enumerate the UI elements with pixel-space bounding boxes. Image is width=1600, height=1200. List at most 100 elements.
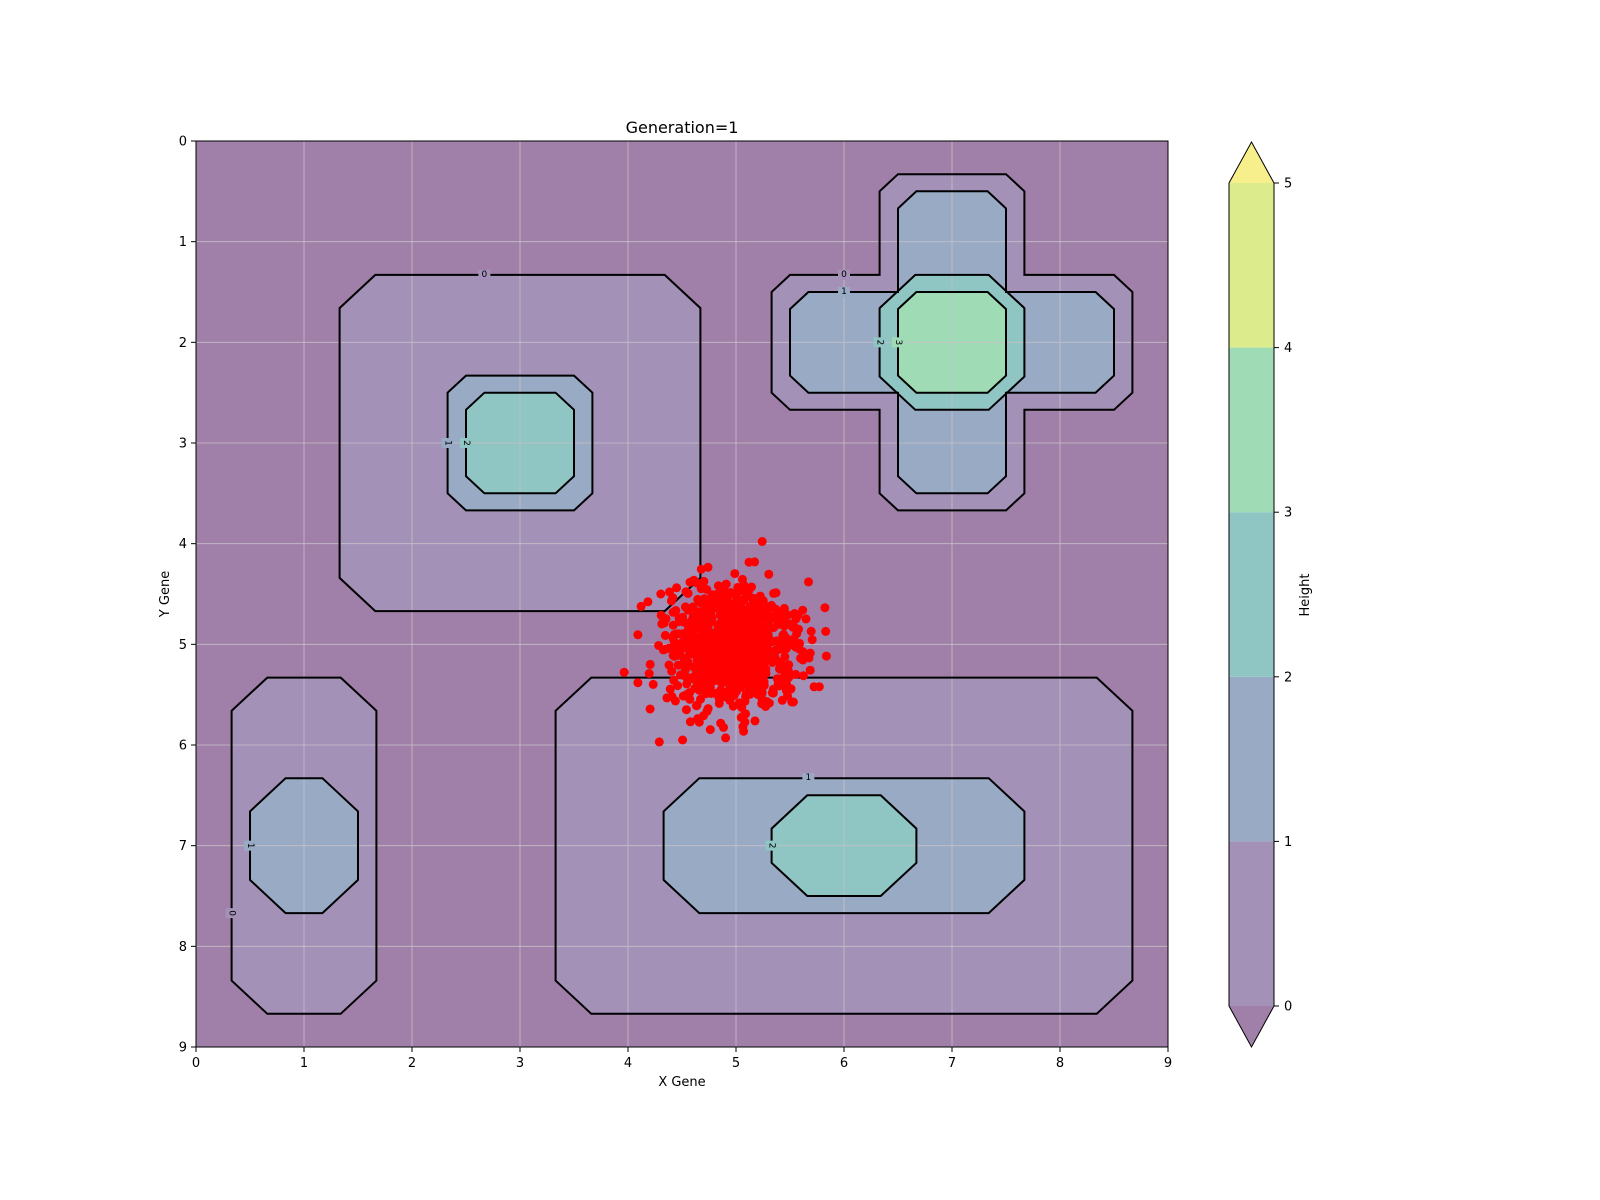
population-point — [746, 686, 756, 696]
population-point — [798, 647, 808, 657]
population-point — [807, 635, 817, 645]
contour-label-square-0: 0 — [481, 270, 487, 280]
population-point — [743, 587, 753, 597]
population-point — [792, 629, 802, 639]
population-point — [716, 642, 726, 652]
population-point — [696, 564, 706, 574]
x-tick-label: 4 — [624, 1056, 632, 1071]
contour-label-cross-2: 2 — [875, 339, 885, 345]
population-point — [685, 717, 695, 727]
contour-label-square-1: 1 — [443, 440, 453, 446]
population-point — [654, 641, 664, 650]
population-point — [692, 578, 702, 588]
y-tick-label: 4 — [179, 537, 187, 552]
population-point — [795, 638, 805, 648]
population-point — [723, 614, 732, 624]
population-point — [668, 643, 678, 653]
population-point — [665, 587, 674, 597]
square-peak-contour-2 — [465, 391, 575, 495]
population-point — [777, 608, 787, 618]
population-point — [727, 692, 737, 702]
population-point — [668, 620, 678, 630]
population-point — [791, 669, 801, 679]
population-point — [645, 659, 655, 669]
colorbar-tick-label: 3 — [1284, 506, 1292, 521]
population-point — [750, 597, 760, 607]
population-point — [668, 607, 678, 617]
population-point — [703, 617, 713, 627]
population-point — [804, 577, 813, 587]
population-point — [757, 537, 767, 546]
population-point — [728, 701, 738, 711]
population-point — [820, 603, 830, 613]
population-point — [662, 693, 672, 703]
population-point — [700, 629, 710, 639]
population-point — [814, 682, 824, 692]
contour-label-band-2-bg — [765, 840, 778, 851]
x-tick-label: 9 — [1164, 1056, 1172, 1071]
population-point — [643, 597, 653, 607]
cross-peak-contour-2 — [878, 273, 1026, 411]
colorbar: 0 1 2 3 4 5 — [1228, 140, 1292, 1049]
population-point — [680, 602, 690, 612]
population-point — [771, 588, 781, 598]
population-point — [736, 669, 745, 679]
population-point — [656, 589, 666, 599]
population-point — [757, 683, 767, 693]
population-scatter — [619, 537, 831, 747]
population-point — [619, 667, 629, 677]
population-point — [791, 614, 801, 624]
population-point — [682, 679, 692, 689]
population-point — [736, 604, 746, 613]
population-point — [764, 602, 774, 612]
population-point — [755, 644, 765, 654]
population-point — [718, 591, 728, 601]
population-point — [734, 586, 744, 596]
population-point — [739, 643, 749, 653]
population-point — [780, 652, 790, 662]
contour-label-square-0-bg — [478, 269, 491, 280]
population-point — [758, 613, 768, 623]
population-point — [801, 614, 811, 624]
contour-label-cross-3: 3 — [893, 339, 903, 345]
population-point — [758, 670, 768, 680]
population-point — [680, 662, 690, 672]
colorbar-band-1-2 — [1229, 676, 1274, 842]
population-point — [778, 644, 788, 654]
population-point — [654, 737, 664, 747]
population-point — [764, 569, 774, 579]
population-point — [740, 632, 750, 642]
chart-title: Generation=1 — [626, 118, 739, 137]
population-point — [732, 678, 742, 688]
population-point — [740, 717, 750, 727]
population-point — [633, 630, 643, 640]
population-point — [694, 596, 704, 606]
colorbar-band-2-3 — [1229, 512, 1274, 677]
population-point — [798, 671, 808, 681]
population-point — [742, 654, 751, 664]
x-tick-label: 6 — [840, 1056, 848, 1071]
population-point — [718, 687, 728, 697]
population-point — [673, 681, 683, 691]
population-point — [761, 701, 771, 711]
x-axis-label: X Gene — [658, 1075, 705, 1090]
population-point — [751, 658, 761, 668]
population-point — [738, 574, 747, 584]
population-point — [665, 684, 675, 694]
population-point — [730, 642, 739, 651]
population-point — [734, 652, 744, 662]
population-point — [784, 673, 794, 682]
population-point — [719, 583, 729, 592]
plot-frame — [195, 140, 1169, 1048]
population-point — [783, 666, 793, 676]
colorbar-tick-label: 4 — [1284, 341, 1292, 356]
square-peak-contour-1 — [446, 374, 594, 512]
population-point — [678, 735, 688, 745]
population-point — [699, 711, 708, 721]
y-tick-label: 6 — [179, 739, 187, 754]
contour-label-cross-1: 1 — [841, 287, 847, 297]
cross-peak-contour-0 — [770, 173, 1134, 512]
population-point — [672, 583, 682, 593]
colorbar-tick-label: 0 — [1284, 1000, 1292, 1015]
population-point — [805, 665, 815, 675]
